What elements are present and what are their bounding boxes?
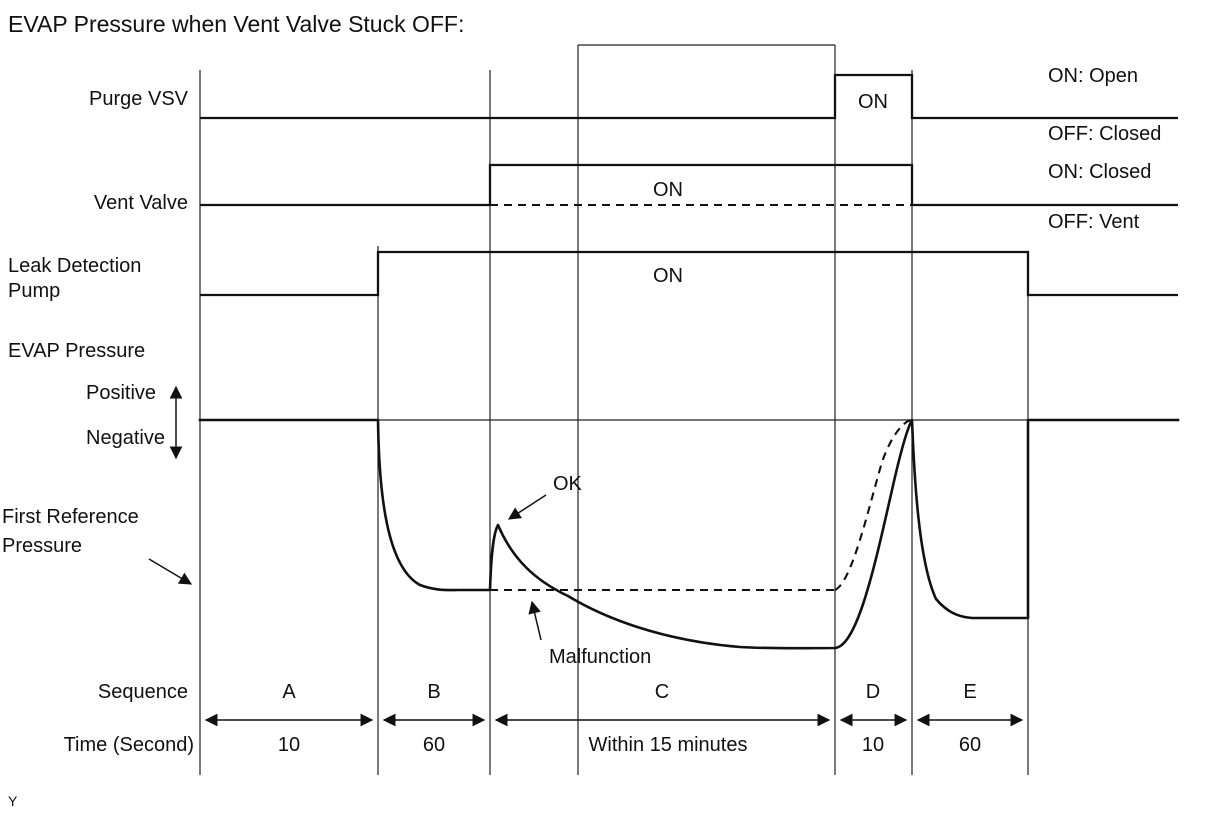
legend: ON: Open OFF: Closed ON: Closed OFF: Ven… xyxy=(1048,65,1161,233)
malfunction-arrow xyxy=(528,600,542,641)
sequence-label: Sequence xyxy=(98,681,188,703)
sequence-step-a: A xyxy=(282,681,296,703)
purge-vsv-on-label: ON xyxy=(858,91,888,113)
page-title: EVAP Pressure when Vent Valve Stuck OFF: xyxy=(8,11,464,37)
sequence-step-c: C xyxy=(655,681,669,703)
positive-label: Positive xyxy=(86,382,156,404)
time-value-c: Within 15 minutes xyxy=(589,734,748,756)
purge-vsv-label: Purge VSV xyxy=(89,88,189,110)
time-row: Time (Second) 10 60 Within 15 minutes 10… xyxy=(64,734,982,756)
malfunction-recovery-dashed-curve xyxy=(834,419,911,591)
purge-vsv-trace xyxy=(200,73,1178,120)
first-reference-arrow xyxy=(148,558,193,585)
sequence-step-b: B xyxy=(427,681,440,703)
ok-arrow xyxy=(507,494,547,520)
evap-pressure-label: EVAP Pressure xyxy=(8,340,145,362)
malfunction-label: Malfunction xyxy=(549,646,651,668)
legend-purge-on: ON: Open xyxy=(1048,65,1138,87)
sequence-step-d: D xyxy=(866,681,880,703)
corner-mark: Y xyxy=(8,793,18,809)
vent-valve-trace xyxy=(200,163,1178,207)
legend-vent-off: OFF: Vent xyxy=(1048,211,1140,233)
legend-vent-on: ON: Closed xyxy=(1048,161,1151,183)
legend-purge-off: OFF: Closed xyxy=(1048,123,1161,145)
vent-valve-label: Vent Valve xyxy=(94,192,188,214)
time-value-a: 10 xyxy=(278,734,300,756)
sequence-step-e: E xyxy=(963,681,976,703)
time-label: Time (Second) xyxy=(64,734,194,756)
leak-pump-on-label: ON xyxy=(653,265,683,287)
sequence-row: Sequence A B C D E xyxy=(98,681,977,703)
time-value-b: 60 xyxy=(423,734,445,756)
time-value-e: 60 xyxy=(959,734,981,756)
leak-pump-label-line2: Pump xyxy=(8,280,60,302)
evap-pressure-trace xyxy=(198,418,1180,650)
leak-pump-label-line1: Leak Detection xyxy=(8,255,141,277)
ok-label: OK xyxy=(553,473,583,495)
leak-pump-trace xyxy=(200,250,1178,297)
leak-pump-row: Leak Detection Pump ON xyxy=(8,250,1178,302)
negative-label: Negative xyxy=(86,427,165,449)
purge-vsv-row: Purge VSV ON xyxy=(89,73,1178,120)
first-reference-label-line1: First Reference xyxy=(2,506,139,528)
time-value-d: 10 xyxy=(862,734,884,756)
vent-valve-row: Vent Valve ON xyxy=(94,163,1178,214)
evap-pressure-section: EVAP Pressure Positive Negative First Re… xyxy=(2,340,1180,668)
vent-valve-on-label: ON xyxy=(653,179,683,201)
first-reference-label-line2: Pressure xyxy=(2,535,82,557)
